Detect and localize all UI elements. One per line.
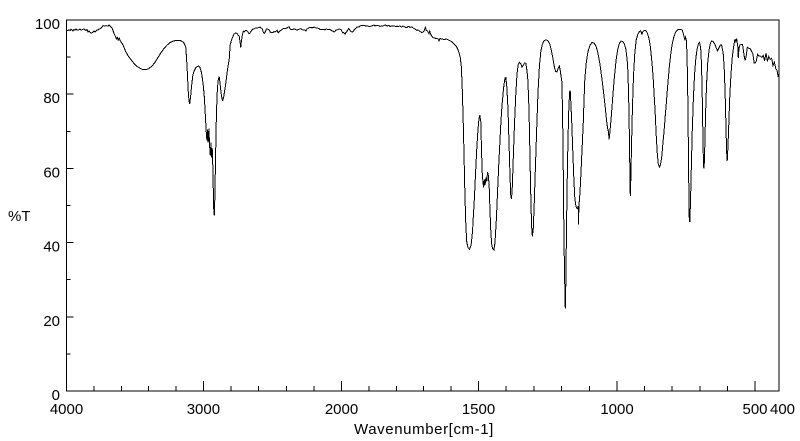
svg-text:0: 0 bbox=[52, 387, 60, 404]
svg-text:500: 500 bbox=[742, 401, 767, 418]
svg-text:1500: 1500 bbox=[462, 401, 495, 418]
svg-text:60: 60 bbox=[43, 164, 60, 181]
svg-text:2000: 2000 bbox=[325, 401, 358, 418]
svg-text:3000: 3000 bbox=[187, 401, 220, 418]
svg-text:Wavenumber[cm-1]: Wavenumber[cm-1] bbox=[354, 421, 494, 438]
svg-text:4000: 4000 bbox=[50, 401, 83, 418]
svg-text:%T: %T bbox=[8, 208, 31, 225]
svg-text:80: 80 bbox=[43, 90, 60, 107]
svg-text:1000: 1000 bbox=[600, 401, 633, 418]
svg-text:400: 400 bbox=[770, 401, 795, 418]
svg-text:20: 20 bbox=[43, 313, 60, 330]
svg-text:100: 100 bbox=[35, 16, 60, 33]
svg-text:40: 40 bbox=[43, 239, 60, 256]
